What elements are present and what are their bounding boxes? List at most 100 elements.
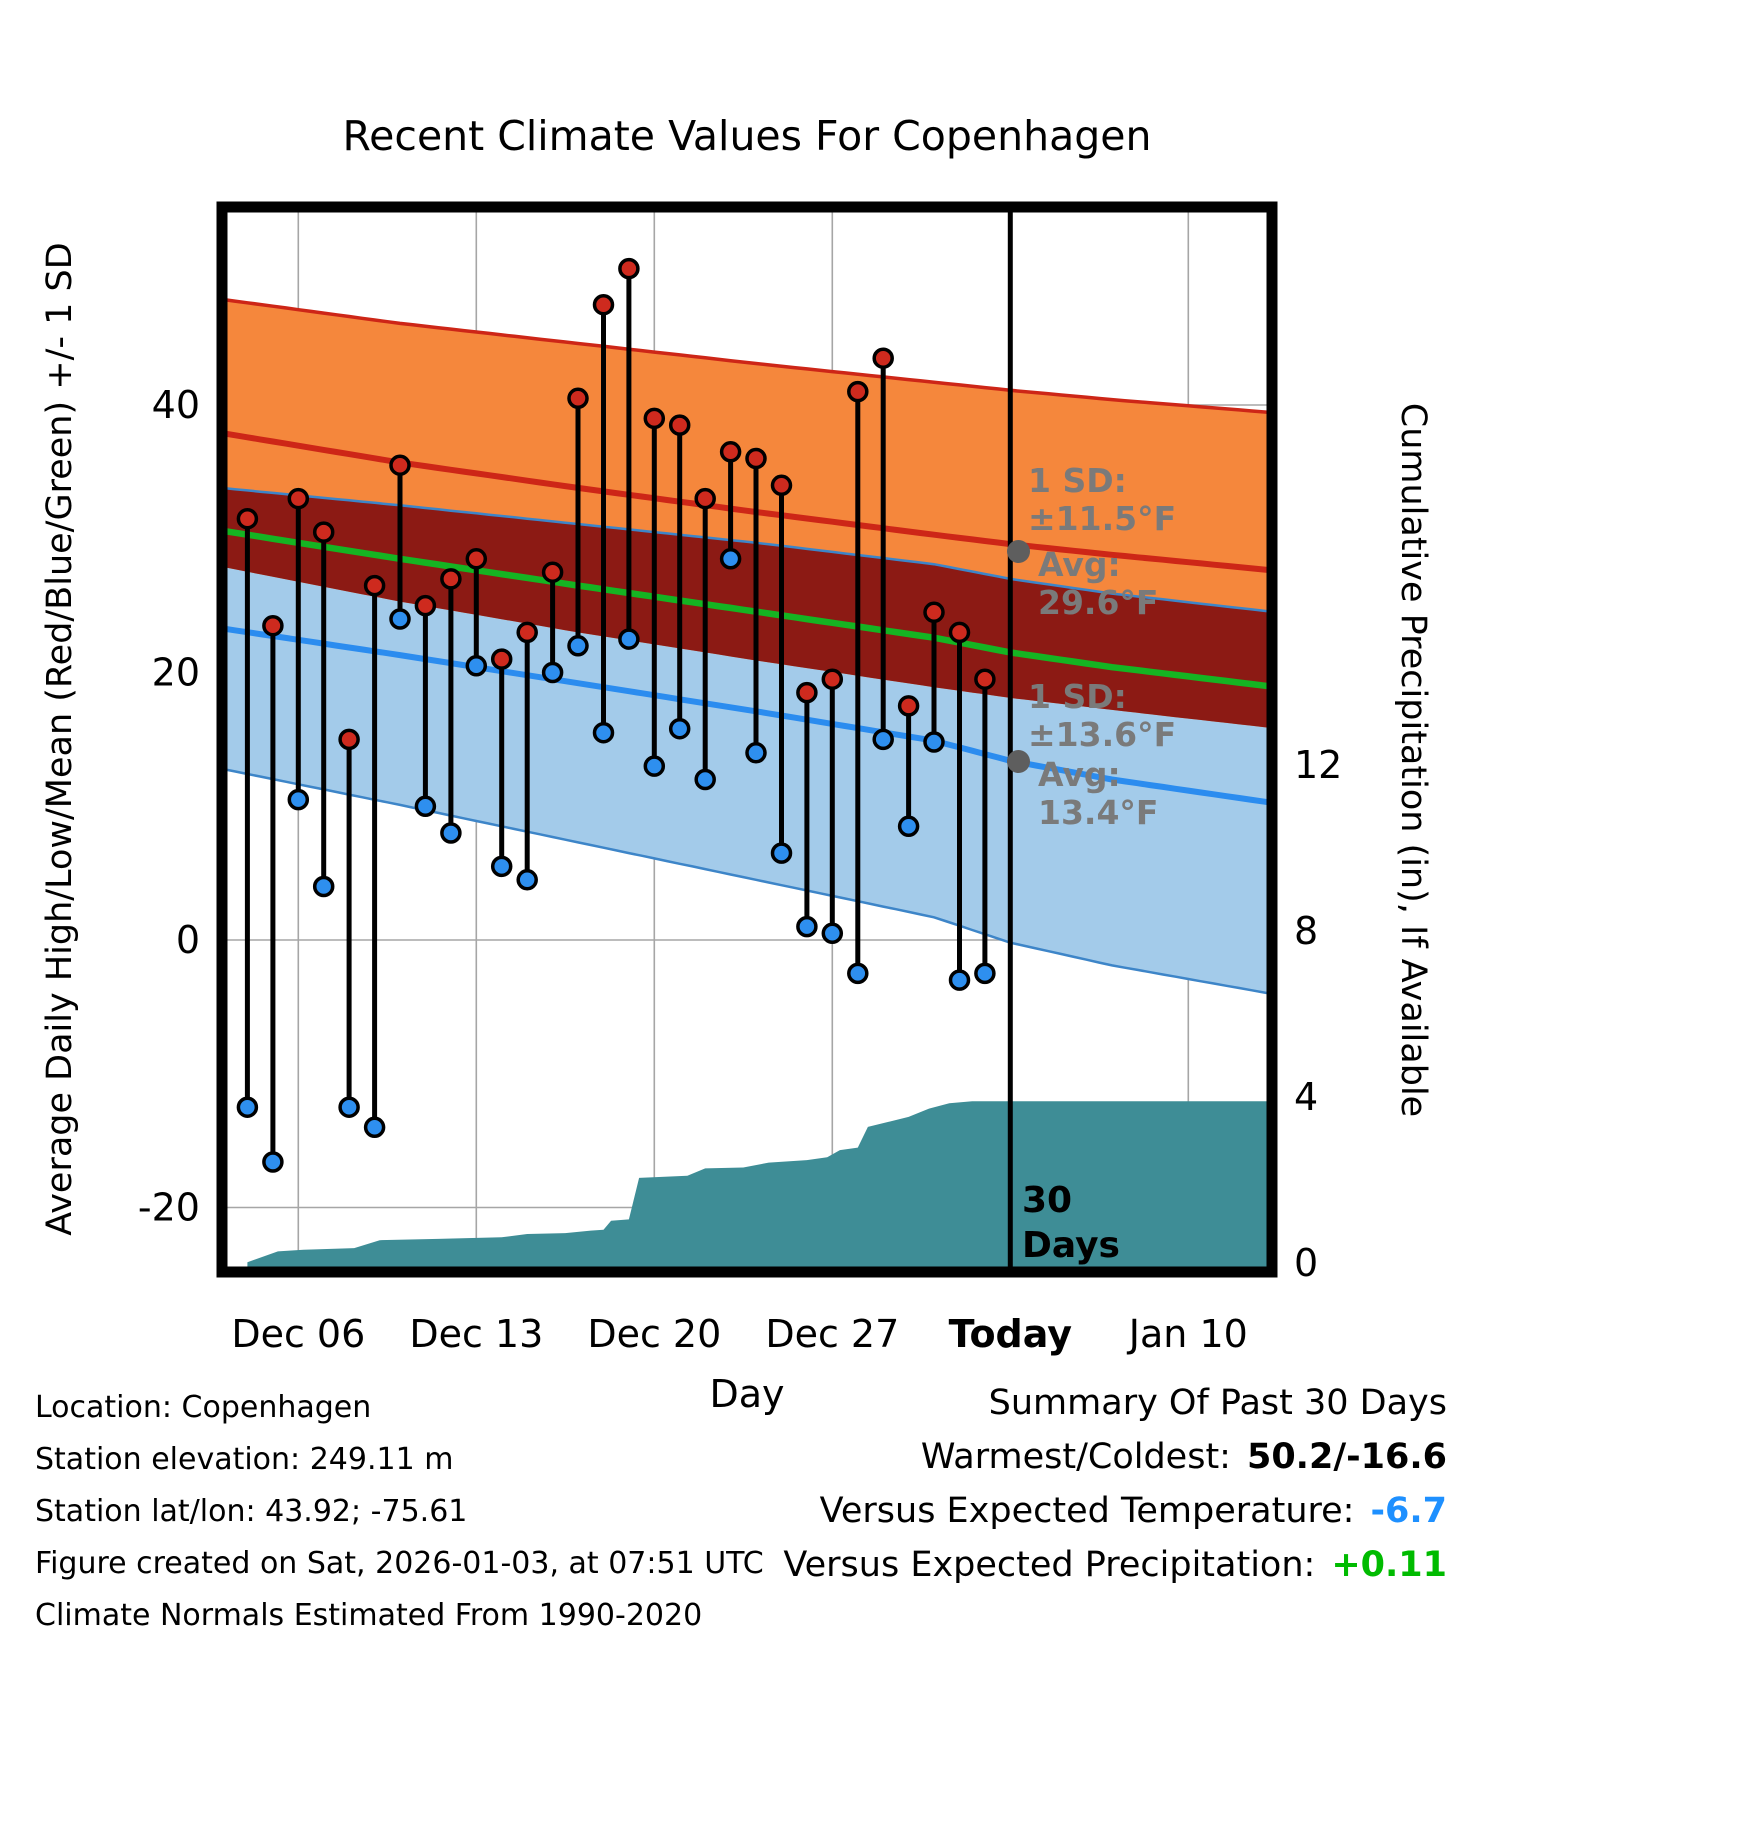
summary-row-temp: Versus Expected Temperature: -6.7 — [600, 1484, 1447, 1538]
high-avg-value: 29.6°F — [1038, 583, 1159, 622]
daily-high-dot — [389, 454, 411, 476]
daily-low-dot — [338, 1096, 360, 1118]
daily-high-dot — [643, 407, 666, 430]
x-tick-label: Jan 10 — [1127, 1312, 1248, 1356]
high-sd-value: ±11.5°F — [1028, 499, 1177, 538]
station-info: Location: Copenhagen Station elevation: … — [35, 1382, 764, 1642]
daily-low-dot — [796, 915, 818, 938]
daily-high-dot — [465, 548, 488, 570]
summary-title: Summary Of Past 30 Days — [988, 1383, 1447, 1423]
daily-low-dot — [974, 962, 996, 985]
daily-high-dot — [745, 447, 767, 470]
high-sd-label: 1 SD: — [1028, 461, 1127, 500]
station-elevation: Station elevation: 249.11 m — [35, 1442, 454, 1477]
daily-high-dot — [516, 621, 538, 644]
low-avg-value: 13.4°F — [1038, 793, 1159, 832]
daily-low-dot — [312, 875, 335, 898]
daily-low-dot — [618, 628, 640, 650]
daily-low-dot — [745, 742, 767, 764]
daily-low-dot — [363, 1116, 386, 1139]
daily-high-dot — [312, 521, 335, 543]
station-location: Location: Copenhagen — [35, 1390, 372, 1425]
summary-extremes-value: 50.2/-16.6 — [1246, 1437, 1447, 1477]
daily-low-dot — [236, 1096, 259, 1118]
figure-created: Figure created on Sat, 2026-01-03, at 07… — [35, 1546, 764, 1581]
precip-cumulative-area — [247, 1101, 1272, 1268]
low-sd-label: 1 SD: — [1028, 677, 1127, 716]
low-sd-annotation: 1 SD: ±13.6°F — [1028, 678, 1176, 754]
daily-low-dot — [567, 635, 589, 657]
low-avg-annotation: Avg: 13.4°F — [1038, 756, 1158, 832]
daily-high-dot — [694, 487, 716, 510]
daily-low-dot — [541, 661, 564, 684]
x-tick-label: Dec 27 — [765, 1312, 899, 1356]
daily-high-dot — [618, 257, 640, 280]
daily-high-dot — [668, 414, 691, 436]
right-tick-label: 4 — [1294, 1075, 1318, 1119]
chart-title: Recent Climate Values For Copenhagen — [342, 112, 1152, 160]
daily-high-dot — [414, 594, 437, 617]
daily-high-dot — [821, 668, 844, 690]
left-tick-label: -20 — [138, 1186, 200, 1230]
daily-high-dot — [338, 728, 360, 751]
daily-high-dot — [923, 601, 945, 624]
x-tick-label: Dec 06 — [231, 1312, 365, 1356]
x-tick-label: Dec 20 — [587, 1312, 721, 1356]
daily-low-dot — [592, 721, 615, 744]
daily-high-dot — [440, 568, 462, 590]
daily-high-dot — [567, 387, 589, 410]
daily-high-dot — [974, 668, 996, 690]
daily-low-dot — [821, 922, 844, 945]
daily-high-dot — [262, 614, 284, 637]
summary-precip-value: +0.11 — [1331, 1545, 1447, 1585]
daily-low-dot — [719, 548, 742, 570]
daily-highs-lows — [236, 257, 996, 1173]
x-axis-title: Day — [709, 1372, 785, 1416]
daily-low-dot — [262, 1151, 284, 1173]
daily-low-dot — [847, 962, 869, 985]
normal-bands — [222, 297, 1272, 996]
summary-row-extremes: Warmest/Coldest: 50.2/-16.6 — [600, 1430, 1447, 1484]
daily-high-dot — [287, 487, 310, 510]
daily-high-dot — [872, 347, 894, 369]
daily-high-dot — [770, 474, 793, 497]
today-span-line2: Days — [1022, 1225, 1120, 1266]
low-avg-label: Avg: — [1038, 755, 1121, 794]
plot-frame — [216, 201, 1278, 1278]
high-band-top-edge — [222, 297, 1272, 415]
daily-high-dot — [592, 293, 615, 316]
high-avg-annotation: Avg: 29.6°F — [1038, 546, 1158, 622]
x-tick-label: Today — [949, 1312, 1073, 1356]
daily-low-dot — [694, 768, 716, 791]
right-tick-label: 12 — [1294, 743, 1342, 787]
daily-low-dot — [643, 755, 666, 777]
today-span-line1: 30 — [1022, 1180, 1073, 1221]
climate-normals-note: Climate Normals Estimated From 1990-2020 — [35, 1598, 703, 1633]
summary-temp-label: Versus Expected Temperature: — [819, 1491, 1355, 1531]
daily-low-dot — [770, 842, 793, 864]
left-tick-label: 0 — [176, 918, 200, 962]
low-band-bottom-edge — [222, 767, 1272, 996]
daily-high-dot — [897, 695, 920, 717]
daily-high-dot — [236, 507, 259, 530]
daily-high-dot — [363, 574, 386, 597]
left-tick-label: 20 — [152, 651, 200, 695]
daily-low-dot — [948, 969, 971, 991]
low-sd-value: ±13.6°F — [1028, 715, 1177, 754]
daily-low-dot — [490, 855, 513, 878]
left-tick-label: 40 — [152, 383, 200, 427]
summary-panel: Summary Of Past 30 Days Warmest/Coldest:… — [600, 1376, 1447, 1592]
summary-extremes-label: Warmest/Coldest: — [920, 1437, 1231, 1477]
right-tick-label: 8 — [1294, 909, 1318, 953]
daily-low-dot — [872, 728, 894, 751]
x-tick-label: Dec 13 — [409, 1312, 543, 1356]
daily-high-dot — [948, 621, 971, 644]
daily-high-dot — [541, 561, 564, 583]
daily-high-dot — [847, 380, 869, 403]
today-span-annotation: 30 Days — [1022, 1178, 1120, 1268]
daily-high-dot — [796, 681, 818, 704]
high-avg-marker-dot — [1007, 540, 1030, 563]
daily-low-dot — [516, 869, 538, 891]
